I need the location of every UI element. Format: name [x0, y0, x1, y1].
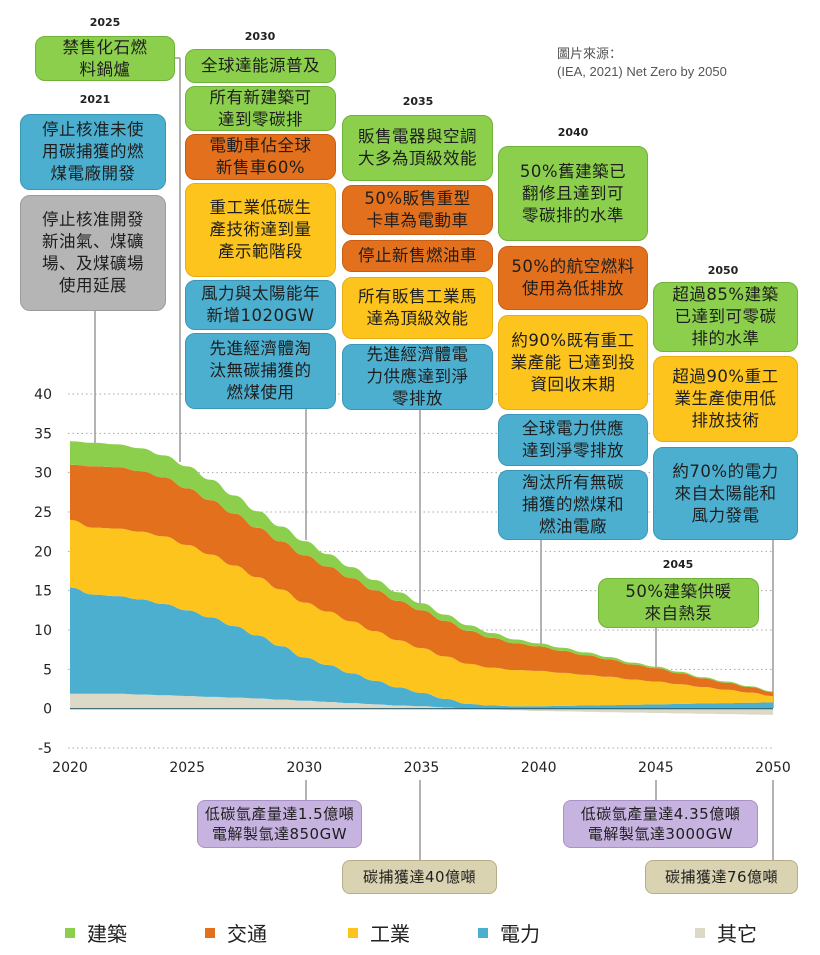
- milestone-2035-efficient-motors: 所有販售工業馬 達為頂級效能: [342, 277, 493, 339]
- milestone-2035-advanced-power-net-zero: 先進經濟體電 力供應達到淨 零排放: [342, 344, 493, 410]
- year-label-2050: 2050: [707, 264, 739, 277]
- area-industry: [70, 519, 773, 707]
- legend-item-power: 電力: [478, 918, 540, 947]
- year-label-2035: 2035: [402, 95, 434, 108]
- legend-label-industry: 工業: [370, 922, 410, 946]
- area-transport: [70, 464, 773, 697]
- milestone-2050-buildings-zero-ready: 超過85%建築 已達到可零碳 排的水準: [653, 282, 798, 352]
- year-label-2021: 2021: [79, 93, 111, 106]
- milestone-2035-electric-trucks: 50%販售重型 卡車為電動車: [342, 185, 493, 235]
- legend-item-transport: 交通: [205, 918, 267, 947]
- milestone-2021-coal-plant-approval: 停止核准未使 用碳捕獲的燃 煤電廠開發: [20, 114, 166, 190]
- legend-swatch-transport: [205, 927, 215, 938]
- legend-swatch-power: [478, 927, 488, 938]
- milestone-2035-efficient-appliances: 販售電器與空調 大多為頂級效能: [342, 115, 493, 181]
- y-tick-label: 0: [43, 702, 52, 718]
- y-tick-label: 25: [34, 505, 52, 521]
- milestone-2040-global-power-net-zero: 全球電力供應 達到淨零排放: [498, 414, 648, 466]
- milestone-2025-fossil-boiler-ban: 禁售化石燃 料鍋爐: [35, 36, 175, 81]
- legend-label-power: 電力: [500, 922, 540, 946]
- milestone-2030-new-buildings-zero: 所有新建築可 達到零碳排: [185, 86, 336, 131]
- y-tick-label: -5: [38, 741, 52, 757]
- milestone-2030-heavy-industry-demo: 重工業低碳生 產技術達到量 產示範階段: [185, 183, 336, 277]
- legend-label-other: 其它: [717, 922, 757, 946]
- y-axis-ticks: -5 0 5 10 15 20 25 30 35 40: [34, 387, 52, 757]
- connector-lines: [94, 57, 774, 860]
- y-tick-label: 30: [34, 466, 52, 482]
- y-tick-label: 40: [34, 387, 52, 403]
- area-buildings: [70, 441, 773, 693]
- milestone-2040-industry-capacity: 約90%既有重工 業產能 已達到投 資回收末期: [498, 315, 648, 410]
- stacked-areas: [70, 441, 773, 715]
- year-label-2025: 2025: [89, 16, 121, 29]
- legend-swatch-industry: [348, 927, 358, 938]
- x-tick-label: 2020: [52, 760, 88, 776]
- milestone-2040-aviation-fuel: 50%的航空燃料 使用為低排放: [498, 246, 648, 310]
- milestone-2030-coal-phaseout-advanced: 先進經濟體淘 汰無碳捕獲的 燃煤使用: [185, 333, 336, 409]
- y-tick-label: 15: [34, 584, 52, 600]
- legend-item-buildings: 建築: [65, 918, 127, 947]
- y-tick-label: 5: [43, 662, 52, 678]
- x-axis-ticks: 2020 2025 2030 2035 2040 2045 2050: [52, 760, 791, 776]
- milestone-2030-wind-solar: 風力與太陽能年 新增1020GW: [185, 280, 336, 330]
- legend-item-industry: 工業: [348, 918, 410, 947]
- milestone-2045-hydrogen: 低碳氫產量達4.35億噸 電解製氫達3000GW: [563, 800, 758, 848]
- legend-swatch-buildings: [65, 927, 75, 938]
- milestone-2050-heavy-industry-low-emission: 超過90%重工 業生產使用低 排放技術: [653, 356, 798, 442]
- milestone-2050-ccus: 碳捕獲達76億噸: [645, 860, 798, 894]
- area-other: [70, 693, 773, 715]
- milestone-2035-ccus: 碳捕獲達40億噸: [342, 860, 497, 894]
- source-note: 圖片來源： (IEA, 2021) Net Zero by 2050: [557, 46, 727, 79]
- year-label-2040: 2040: [557, 126, 589, 139]
- x-tick-label: 2035: [404, 760, 440, 776]
- legend-label-transport: 交通: [227, 922, 267, 946]
- year-label-2030: 2030: [244, 30, 276, 43]
- x-tick-label: 2025: [169, 760, 205, 776]
- milestone-2030-ev-sales: 電動車佔全球 新售車60%: [185, 134, 336, 180]
- y-tick-label: 10: [34, 623, 52, 639]
- area-power: [70, 587, 773, 709]
- x-tick-label: 2030: [287, 760, 323, 776]
- milestone-2030-hydrogen: 低碳氫產量達1.5億噸 電解製氫達850GW: [197, 800, 362, 848]
- x-tick-label: 2040: [521, 760, 557, 776]
- year-label-2045: 2045: [662, 558, 694, 571]
- legend-label-buildings: 建築: [87, 922, 127, 946]
- milestone-2035-stop-ice-sales: 停止新售燃油車: [342, 240, 493, 272]
- milestone-2050-solar-wind-power: 約70%的電力 來自太陽能和 風力發電: [653, 447, 798, 540]
- legend-swatch-other: [695, 927, 705, 938]
- y-tick-label: 35: [34, 426, 52, 442]
- x-tick-label: 2045: [638, 760, 674, 776]
- milestone-2040-phaseout-unabated-plants: 淘汰所有無碳 捕獲的燃煤和 燃油電廠: [498, 470, 648, 540]
- milestone-2045-heat-pumps: 50%建築供暖 來自熱泵: [598, 578, 759, 628]
- milestone-2040-building-retrofit: 50%舊建築已 翻修且達到可 零碳排的水準: [498, 146, 648, 241]
- legend-item-other: 其它: [695, 918, 757, 947]
- milestone-2030-energy-access: 全球達能源普及: [185, 49, 336, 83]
- y-tick-label: 20: [34, 544, 52, 560]
- x-tick-label: 2050: [755, 760, 791, 776]
- milestone-2021-oil-gas-coal-approval: 停止核准開發 新油氣、煤礦 場、及煤礦場 使用延展: [20, 195, 166, 311]
